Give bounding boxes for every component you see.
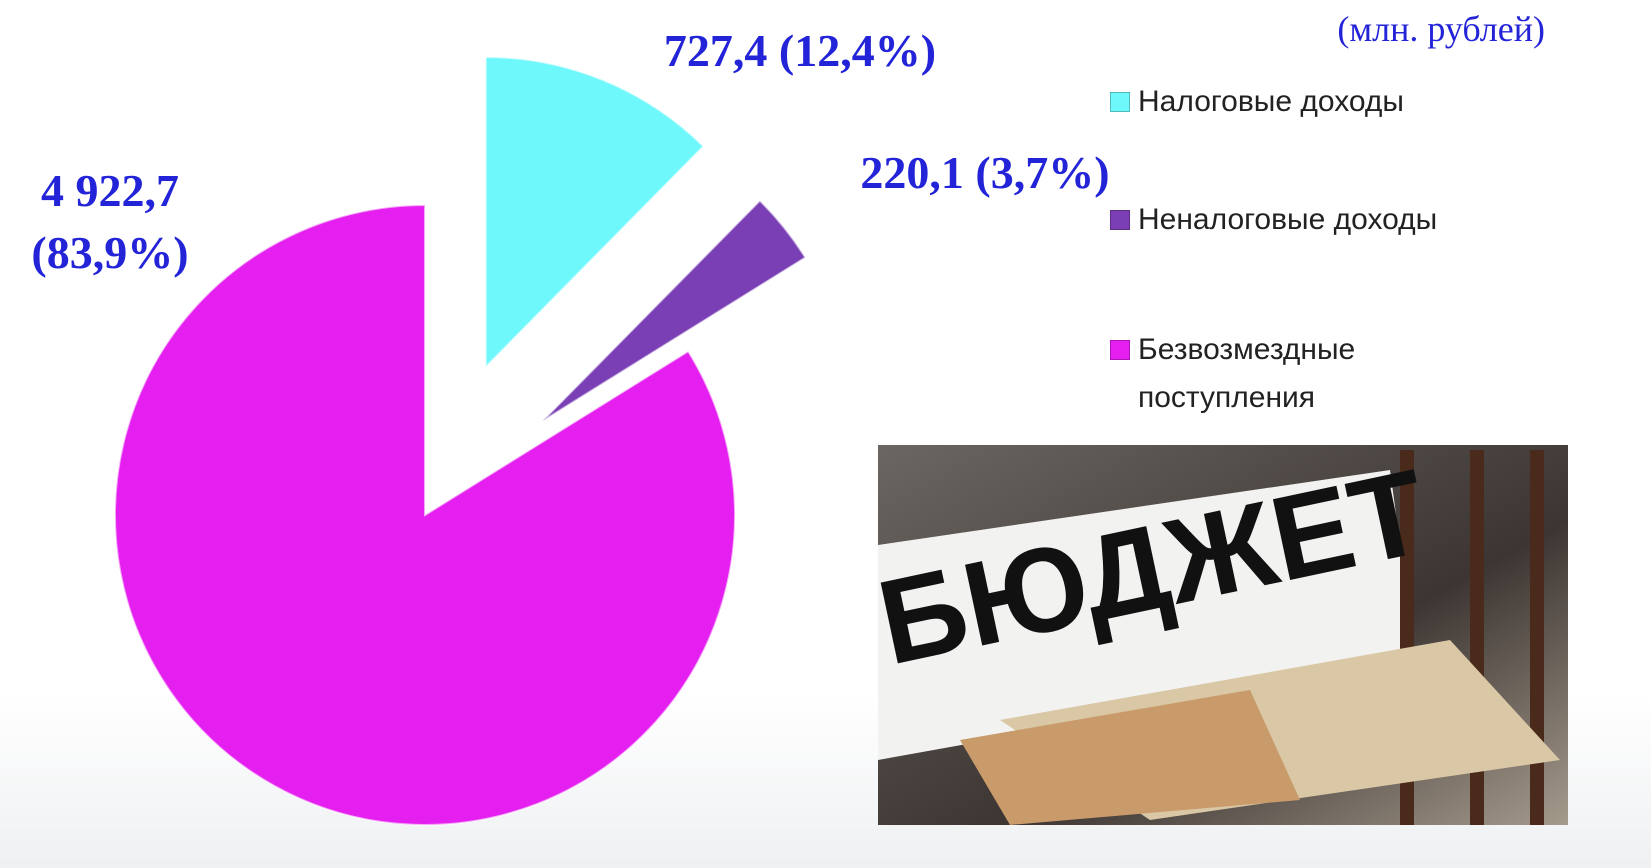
pie-slice xyxy=(115,205,735,825)
subtitle: (млн. рублей) xyxy=(1337,8,1545,50)
legend-label: Безвозмездные поступления xyxy=(1138,326,1458,422)
legend-swatch xyxy=(1110,210,1130,230)
legend-label: Неналоговые доходы xyxy=(1138,196,1437,244)
legend-item: Налоговые доходы xyxy=(1110,78,1530,126)
legend-label: Налоговые доходы xyxy=(1138,78,1404,126)
legend-item: Безвозмездные поступления xyxy=(1110,326,1530,422)
value-label: 220,1 (3,7%) xyxy=(820,142,1150,204)
legend-swatch xyxy=(1110,92,1130,112)
legend-item: Неналоговые доходы xyxy=(1110,196,1530,244)
page: БЮДЖЕТ (млн. рублей) (() => { const data… xyxy=(0,0,1651,868)
chart: БЮДЖЕТ xyxy=(0,0,1651,868)
budget-photo: БЮДЖЕТ xyxy=(868,444,1568,825)
value-label: 4 922,7 (83,9%) xyxy=(5,160,215,284)
legend-swatch xyxy=(1110,340,1130,360)
value-label: 727,4 (12,4%) xyxy=(600,20,1000,82)
